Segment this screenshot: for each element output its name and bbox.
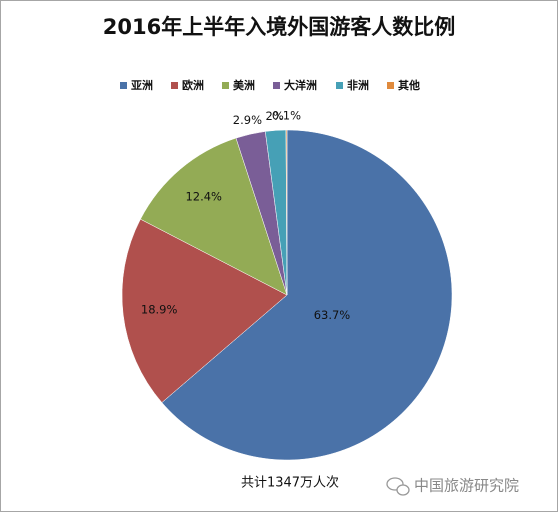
legend-label: 美洲: [233, 78, 255, 92]
legend-swatch: [387, 82, 394, 89]
legend-swatch: [273, 82, 280, 89]
pie-slice: [140, 137, 288, 296]
pie-slice: [121, 218, 288, 403]
value-label: 63.7%: [314, 308, 351, 322]
value-label: 2%: [266, 109, 284, 123]
watermark-icon: [386, 477, 410, 496]
pie-slice: [161, 129, 453, 461]
chart-title: 2016年上半年入境外国游客人数比例: [103, 15, 455, 39]
legend-swatch: [222, 82, 229, 89]
legend-swatch: [120, 82, 127, 89]
value-label: 12.4%: [185, 189, 222, 203]
legend-swatch: [171, 82, 178, 89]
annotation: 共计1347万人次: [241, 475, 339, 491]
legend-label: 非洲: [347, 78, 369, 92]
watermark: 中国旅游研究院: [414, 477, 519, 495]
pie-slice: [285, 129, 288, 296]
legend-label: 欧洲: [182, 78, 204, 92]
legend-label: 大洋洲: [284, 78, 317, 92]
value-label: 0.1%: [272, 109, 301, 123]
legend-label: 其他: [398, 78, 420, 92]
legend-swatch: [336, 82, 343, 89]
value-label: 2.9%: [233, 113, 262, 127]
value-label: 18.9%: [141, 302, 178, 316]
legend-label: 亚洲: [131, 79, 153, 92]
